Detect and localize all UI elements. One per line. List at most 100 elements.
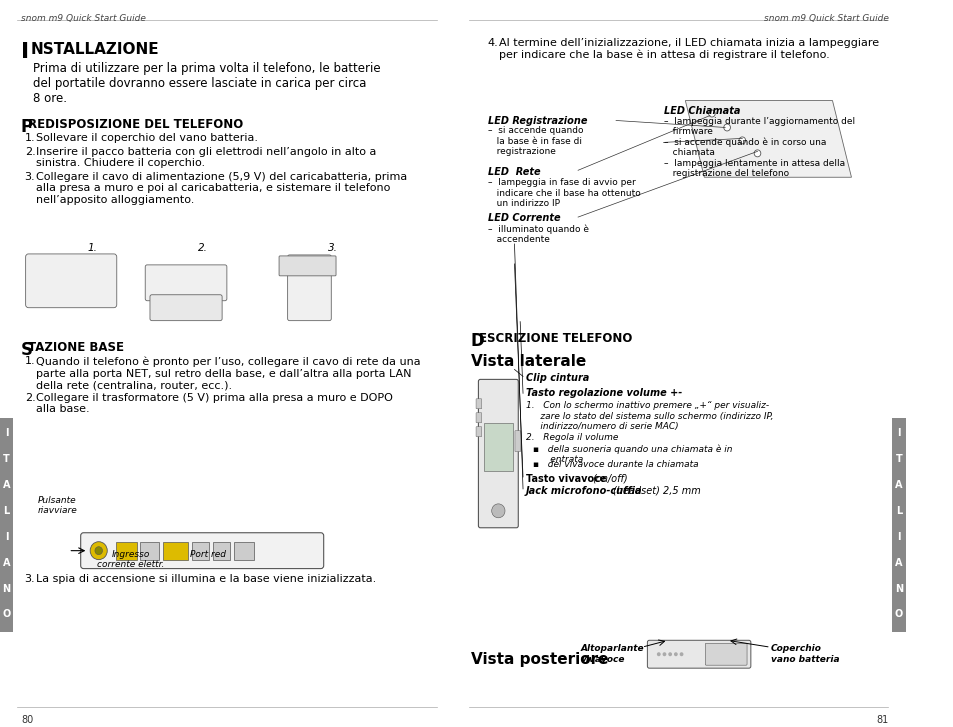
Text: snom m9 Quick Start Guide: snom m9 Quick Start Guide [762, 14, 887, 23]
Text: Vista posteriore: Vista posteriore [471, 652, 608, 667]
FancyBboxPatch shape [704, 643, 746, 665]
Text: O: O [894, 609, 902, 619]
FancyBboxPatch shape [26, 254, 116, 308]
Text: Altoparlante
vivavoce: Altoparlante vivavoce [580, 644, 644, 664]
FancyBboxPatch shape [891, 418, 904, 632]
Circle shape [754, 150, 760, 157]
Text: I: I [21, 42, 29, 62]
Circle shape [723, 124, 730, 131]
Text: A: A [3, 558, 10, 568]
FancyBboxPatch shape [81, 533, 323, 569]
FancyBboxPatch shape [476, 399, 481, 409]
FancyBboxPatch shape [515, 430, 520, 451]
FancyBboxPatch shape [140, 542, 159, 560]
Circle shape [491, 504, 504, 518]
Text: REDISPOSIZIONE DEL TELEFONO: REDISPOSIZIONE DEL TELEFONO [29, 118, 243, 131]
Text: LED Corrente: LED Corrente [487, 213, 560, 223]
Circle shape [739, 137, 745, 144]
Text: –  lampeggia in fase di avvio per
   indicare che il base ha ottenuto
   un indi: – lampeggia in fase di avvio per indicar… [487, 178, 640, 208]
FancyBboxPatch shape [0, 418, 13, 632]
Text: LED Registrazione: LED Registrazione [487, 116, 587, 126]
Text: TAZIONE BASE: TAZIONE BASE [29, 340, 124, 353]
Text: 3.: 3. [25, 574, 35, 584]
Text: I: I [896, 428, 900, 438]
FancyBboxPatch shape [163, 542, 188, 560]
Text: NSTALLAZIONE: NSTALLAZIONE [30, 42, 159, 57]
FancyBboxPatch shape [145, 265, 227, 301]
Text: 2.: 2. [25, 147, 35, 157]
Text: Pulsante
riavviare: Pulsante riavviare [38, 496, 77, 515]
Circle shape [679, 652, 682, 656]
Text: 2.   Regola il volume: 2. Regola il volume [525, 433, 618, 442]
Text: Quando il telefono è pronto per l’uso, collegare il cavo di rete da una
parte al: Quando il telefono è pronto per l’uso, c… [36, 356, 420, 390]
Text: S: S [21, 340, 32, 358]
Circle shape [708, 110, 715, 117]
Text: ▪   del vivavoce durante la chiamata: ▪ del vivavoce durante la chiamata [533, 460, 699, 469]
Text: –  si accende quando
   la base è in fase di
   registrazione: – si accende quando la base è in fase di… [487, 126, 583, 156]
FancyBboxPatch shape [213, 542, 230, 560]
Circle shape [662, 652, 665, 656]
FancyBboxPatch shape [192, 542, 209, 560]
Text: Clip cintura: Clip cintura [525, 374, 589, 383]
Text: A: A [894, 480, 902, 490]
Text: Al termine dell’inizializzazione, il LED chiamata inizia a lampeggiare
per indic: Al termine dell’inizializzazione, il LED… [498, 38, 879, 60]
Polygon shape [684, 100, 851, 177]
Circle shape [657, 652, 660, 656]
FancyBboxPatch shape [287, 255, 331, 321]
Text: D: D [471, 332, 484, 350]
Text: Tasto regolazione volume +-: Tasto regolazione volume +- [525, 388, 681, 398]
Text: 3.: 3. [25, 172, 35, 182]
Text: 2.: 2. [25, 393, 35, 403]
Text: (on/off): (on/off) [592, 474, 627, 484]
Text: Sollevare il coperchio del vano batteria.: Sollevare il coperchio del vano batteria… [36, 134, 258, 143]
Text: T: T [895, 454, 902, 464]
FancyBboxPatch shape [279, 256, 335, 276]
FancyBboxPatch shape [115, 542, 136, 560]
Text: 1.: 1. [88, 243, 97, 253]
Text: I: I [5, 531, 9, 542]
Text: I: I [896, 531, 900, 542]
Text: ▪   della suoneria quando una chiamata è in
      entrata: ▪ della suoneria quando una chiamata è i… [533, 444, 732, 464]
Text: 1.: 1. [25, 134, 35, 143]
Text: Coperchio
vano batteria: Coperchio vano batteria [770, 644, 839, 664]
Text: 2.: 2. [198, 243, 208, 253]
Text: 81: 81 [875, 715, 887, 725]
Circle shape [91, 542, 107, 560]
FancyBboxPatch shape [647, 640, 750, 668]
Text: Tasto vivavoce: Tasto vivavoce [525, 474, 606, 484]
Text: LED Chiamata: LED Chiamata [663, 105, 740, 116]
Circle shape [673, 652, 677, 656]
Text: 1.: 1. [25, 356, 35, 366]
Text: P: P [21, 118, 33, 135]
FancyBboxPatch shape [483, 423, 512, 471]
Text: Port red: Port red [190, 550, 226, 558]
Text: Collegare il trasformatore (5 V) prima alla presa a muro e DOPO
alla base.: Collegare il trasformatore (5 V) prima a… [36, 393, 393, 414]
Text: L: L [895, 506, 902, 516]
FancyBboxPatch shape [476, 427, 481, 437]
Text: Prima di utilizzare per la prima volta il telefono, le batterie
del portatile do: Prima di utilizzare per la prima volta i… [33, 62, 380, 105]
Text: Ingresso
corrente elettr.: Ingresso corrente elettr. [97, 550, 165, 569]
Text: 3.: 3. [327, 243, 337, 253]
Text: Jack microfono-cuffia: Jack microfono-cuffia [525, 486, 641, 496]
Text: 1.   Con lo schermo inattivo premere „+“ per visualiz-
     zare lo stato del si: 1. Con lo schermo inattivo premere „+“ p… [525, 401, 773, 431]
Text: Inserire il pacco batteria con gli elettrodi nell’angolo in alto a
sinistra. Chi: Inserire il pacco batteria con gli elett… [36, 147, 376, 169]
Text: Vista laterale: Vista laterale [471, 353, 585, 369]
Text: LED  Rete: LED Rete [487, 167, 540, 177]
Circle shape [667, 652, 671, 656]
Text: La spia di accensione si illumina e la base viene inizializzata.: La spia di accensione si illumina e la b… [36, 574, 375, 584]
Text: Collegare il cavo di alimentazione (5,9 V) del caricabatteria, prima
alla presa : Collegare il cavo di alimentazione (5,9 … [36, 172, 407, 205]
Text: N: N [894, 584, 902, 593]
Text: I: I [5, 428, 9, 438]
Text: (headset) 2,5 mm: (headset) 2,5 mm [613, 486, 700, 496]
Text: A: A [3, 480, 10, 490]
Text: ESCRIZIONE TELEFONO: ESCRIZIONE TELEFONO [478, 332, 632, 345]
Text: A: A [894, 558, 902, 568]
Circle shape [95, 547, 102, 555]
Text: –  illuminato quando è
   accendente: – illuminato quando è accendente [487, 224, 588, 244]
Text: 4.: 4. [487, 38, 498, 48]
Text: N: N [3, 584, 10, 593]
Text: 80: 80 [21, 715, 33, 725]
FancyBboxPatch shape [476, 413, 481, 422]
Text: –  lampeggia durante l’aggiornamento del
   firmware
–  si accende quando è in c: – lampeggia durante l’aggiornamento del … [663, 116, 854, 178]
Text: L: L [4, 506, 10, 516]
